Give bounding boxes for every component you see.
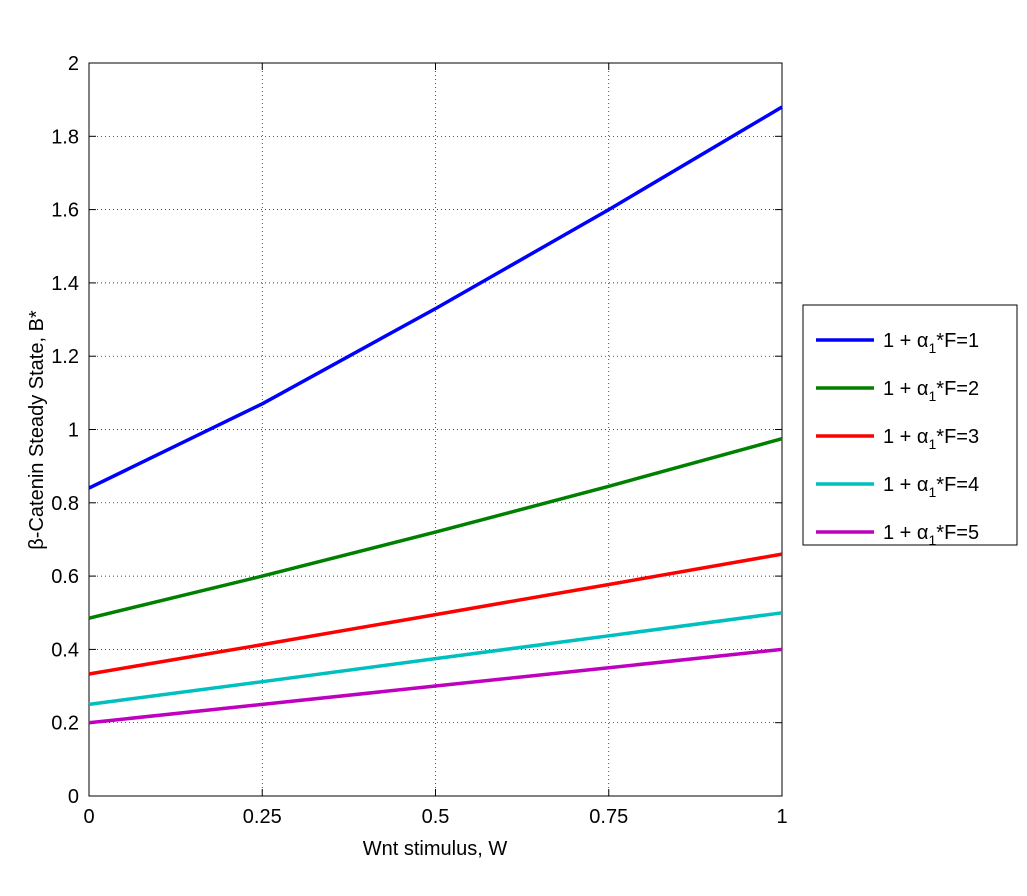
tick-labels: 0 0.25 0.5 0.75 1 0 0.2 0.4 0.6 0.8 1 1.2 1.4 1.6 1.8 2 — [51, 53, 787, 828]
plot-frame — [88, 62, 783, 797]
legend-label-subscript: 1 — [928, 532, 936, 548]
legend-label-subscript: 1 — [928, 436, 936, 452]
x-tick-label: 1 — [776, 806, 787, 828]
series-line-4 — [88, 611, 783, 707]
legend-label-greek: α — [917, 378, 929, 400]
legend-label-greek: α — [917, 522, 929, 544]
legend-label-suffix: *F=1 — [936, 330, 979, 352]
x-tick-label: 0.75 — [589, 806, 628, 828]
legend-label-3: 1 + α1*F=3 — [883, 426, 979, 452]
legend-label-subscript: 1 — [928, 388, 936, 404]
legend-label-5: 1 + α1*F=5 — [883, 522, 979, 548]
legend: 1 + α1*F=11 + α1*F=21 + α1*F=31 + α1*F=4… — [802, 304, 1018, 548]
legend-label-prefix: 1 + — [883, 330, 917, 352]
legend-label-1: 1 + α1*F=1 — [883, 330, 979, 356]
legend-label-suffix: *F=5 — [936, 522, 979, 544]
y-axis-label-text: -Catenin Steady State, B* — [26, 310, 48, 538]
y-tick-label: 1.6 — [51, 200, 79, 222]
x-tick-label: 0.5 — [422, 806, 450, 828]
y-tick-label: 0.8 — [51, 493, 79, 515]
y-tick-label: 0.6 — [51, 566, 79, 588]
y-axis-label-greek: β — [26, 538, 48, 550]
series-line-1 — [88, 105, 783, 490]
y-axis-label: β-Catenin Steady State, B* — [26, 310, 48, 550]
legend-label-prefix: 1 + — [883, 378, 917, 400]
legend-label-prefix: 1 + — [883, 426, 917, 448]
series-line-5 — [88, 647, 783, 725]
legend-label-suffix: *F=3 — [936, 426, 979, 448]
series-line-2 — [88, 437, 783, 620]
legend-label-suffix: *F=2 — [936, 378, 979, 400]
series-line-3 — [88, 552, 783, 676]
y-tick-label: 1.8 — [51, 126, 79, 148]
legend-box — [802, 304, 1018, 546]
y-tick-label: 1 — [68, 420, 79, 442]
legend-label-greek: α — [917, 426, 929, 448]
plot-area — [88, 62, 783, 797]
y-tick-label: 1.4 — [51, 273, 79, 295]
y-tick-label: 2 — [68, 53, 79, 75]
series-lines — [88, 105, 783, 725]
legend-label-suffix: *F=4 — [936, 474, 979, 496]
x-tick-label: 0 — [83, 806, 94, 828]
legend-label-greek: α — [917, 330, 929, 352]
legend-label-4: 1 + α1*F=4 — [883, 474, 979, 500]
legend-label-2: 1 + α1*F=2 — [883, 378, 979, 404]
legend-label-greek: α — [917, 474, 929, 496]
y-tick-label: 1.2 — [51, 346, 79, 368]
y-tick-label: 0.4 — [51, 639, 79, 661]
legend-label-prefix: 1 + — [883, 522, 917, 544]
y-tick-label: 0 — [68, 786, 79, 808]
legend-label-subscript: 1 — [928, 484, 936, 500]
y-tick-label: 0.2 — [51, 713, 79, 735]
x-tick-label: 0.25 — [243, 806, 282, 828]
x-axis-label: Wnt stimulus, W — [363, 838, 508, 860]
legend-label-prefix: 1 + — [883, 474, 917, 496]
legend-label-subscript: 1 — [928, 340, 936, 356]
